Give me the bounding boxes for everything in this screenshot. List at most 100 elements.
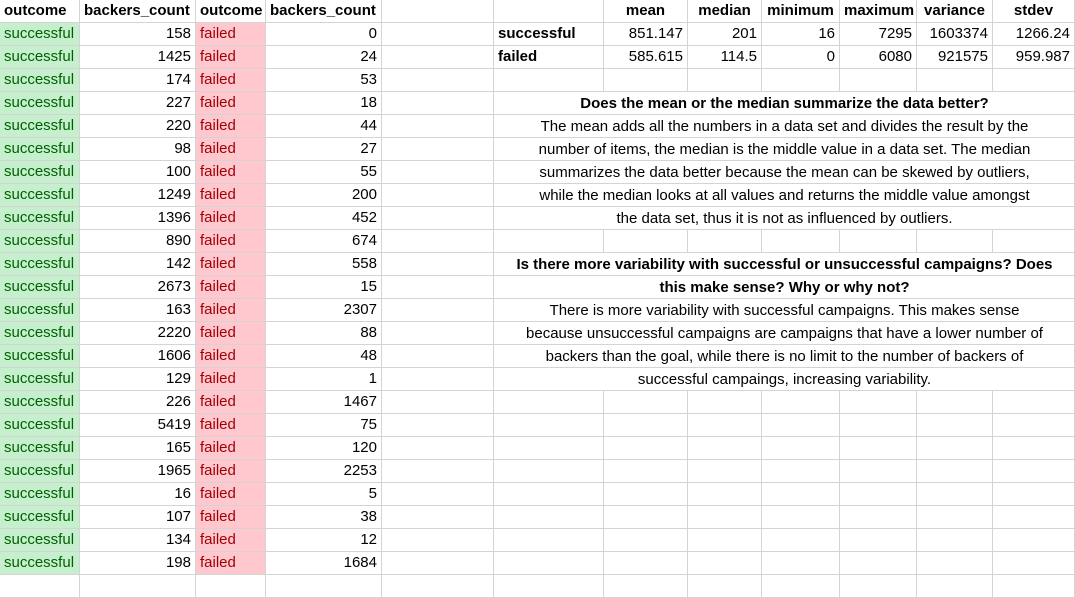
grid-cell[interactable] [382, 299, 494, 322]
backers-count-cell[interactable]: 0 [266, 23, 382, 46]
grid-cell[interactable] [80, 575, 196, 598]
outcome-cell-successful[interactable]: successful [0, 368, 80, 391]
grid-cell[interactable] [604, 437, 688, 460]
grid-cell[interactable] [688, 230, 762, 253]
grid-cell[interactable] [917, 575, 993, 598]
grid-cell[interactable] [917, 69, 993, 92]
backers-count-cell[interactable]: 2307 [266, 299, 382, 322]
grid-cell[interactable] [993, 529, 1075, 552]
outcome-cell-successful[interactable]: successful [0, 506, 80, 529]
backers-count-cell[interactable]: 226 [80, 391, 196, 414]
outcome-cell-successful[interactable]: successful [0, 322, 80, 345]
backers-count-cell[interactable]: 1467 [266, 391, 382, 414]
outcome-cell-successful[interactable]: successful [0, 69, 80, 92]
stats-value-cell[interactable]: 114.5 [688, 46, 762, 69]
grid-cell[interactable] [688, 575, 762, 598]
grid-cell[interactable] [604, 414, 688, 437]
backers-count-cell[interactable]: 142 [80, 253, 196, 276]
backers-count-cell[interactable]: 88 [266, 322, 382, 345]
stats-value-cell[interactable]: 585.615 [604, 46, 688, 69]
backers-count-cell[interactable]: 2253 [266, 460, 382, 483]
grid-cell[interactable] [494, 506, 604, 529]
grid-cell[interactable] [762, 437, 840, 460]
outcome-cell-failed[interactable]: failed [196, 414, 266, 437]
grid-cell[interactable] [604, 552, 688, 575]
backers-count-cell[interactable]: 18 [266, 92, 382, 115]
outcome-cell-failed[interactable]: failed [196, 483, 266, 506]
backers-count-cell[interactable]: 158 [80, 23, 196, 46]
backers-count-cell[interactable]: 227 [80, 92, 196, 115]
outcome-cell-successful[interactable]: successful [0, 23, 80, 46]
stats-value-cell[interactable]: 921575 [917, 46, 993, 69]
grid-cell[interactable] [840, 506, 917, 529]
grid-cell[interactable] [993, 506, 1075, 529]
stats-value-cell[interactable]: 1266.24 [993, 23, 1075, 46]
grid-cell[interactable] [688, 437, 762, 460]
stats-value-cell[interactable]: 0 [762, 46, 840, 69]
backers-count-cell[interactable]: 1684 [266, 552, 382, 575]
outcome-cell-successful[interactable]: successful [0, 161, 80, 184]
backers-count-cell[interactable]: 1965 [80, 460, 196, 483]
grid-cell[interactable] [382, 276, 494, 299]
grid-cell[interactable] [993, 460, 1075, 483]
grid-cell[interactable] [917, 506, 993, 529]
outcome-cell-failed[interactable]: failed [196, 23, 266, 46]
grid-cell[interactable] [382, 253, 494, 276]
grid-cell[interactable] [688, 506, 762, 529]
grid-cell[interactable] [993, 69, 1075, 92]
grid-cell[interactable] [604, 230, 688, 253]
backers-count-cell[interactable]: 165 [80, 437, 196, 460]
stats-value-cell[interactable]: 851.147 [604, 23, 688, 46]
outcome-cell-failed[interactable]: failed [196, 345, 266, 368]
stats-header[interactable]: variance [917, 0, 993, 23]
outcome-cell-successful[interactable]: successful [0, 483, 80, 506]
outcome-cell-failed[interactable]: failed [196, 253, 266, 276]
outcome-cell-failed[interactable]: failed [196, 368, 266, 391]
backers-count-cell[interactable]: 120 [266, 437, 382, 460]
backers-count-cell[interactable]: 1 [266, 368, 382, 391]
grid-cell[interactable] [762, 69, 840, 92]
backers-count-cell[interactable]: 5419 [80, 414, 196, 437]
grid-cell[interactable] [840, 552, 917, 575]
outcome-cell-failed[interactable]: failed [196, 437, 266, 460]
grid-cell[interactable] [382, 529, 494, 552]
grid-cell[interactable] [382, 138, 494, 161]
stats-value-cell[interactable]: 6080 [840, 46, 917, 69]
grid-cell[interactable] [266, 575, 382, 598]
outcome-cell-failed[interactable]: failed [196, 92, 266, 115]
grid-cell[interactable] [604, 575, 688, 598]
grid-cell[interactable] [762, 483, 840, 506]
grid-cell[interactable] [0, 575, 80, 598]
grid-cell[interactable] [688, 414, 762, 437]
grid-cell[interactable] [762, 552, 840, 575]
backers-count-cell[interactable]: 15 [266, 276, 382, 299]
grid-cell[interactable] [382, 23, 494, 46]
outcome-cell-failed[interactable]: failed [196, 322, 266, 345]
grid-cell[interactable] [494, 529, 604, 552]
backers-count-cell[interactable]: 220 [80, 115, 196, 138]
backers-count-cell[interactable]: 2220 [80, 322, 196, 345]
grid-cell[interactable] [917, 460, 993, 483]
backers-count-cell[interactable]: 5 [266, 483, 382, 506]
grid-cell[interactable] [840, 414, 917, 437]
grid-cell[interactable] [917, 483, 993, 506]
grid-cell[interactable] [382, 414, 494, 437]
backers-count-cell[interactable]: 98 [80, 138, 196, 161]
backers-count-cell[interactable]: 100 [80, 161, 196, 184]
stats-value-cell[interactable]: 7295 [840, 23, 917, 46]
backers-count-cell[interactable]: 452 [266, 207, 382, 230]
outcome-cell-failed[interactable]: failed [196, 276, 266, 299]
grid-cell[interactable] [604, 69, 688, 92]
outcome-cell-successful[interactable]: successful [0, 230, 80, 253]
backers-count-cell[interactable]: 129 [80, 368, 196, 391]
stats-row-label[interactable]: successful [494, 23, 604, 46]
grid-cell[interactable] [993, 437, 1075, 460]
grid-cell[interactable] [382, 69, 494, 92]
column-header[interactable]: backers_count [266, 0, 382, 23]
grid-cell[interactable] [494, 0, 604, 23]
grid-cell[interactable] [604, 506, 688, 529]
grid-cell[interactable] [762, 391, 840, 414]
grid-cell[interactable] [382, 46, 494, 69]
grid-cell[interactable] [382, 437, 494, 460]
grid-cell[interactable] [993, 414, 1075, 437]
